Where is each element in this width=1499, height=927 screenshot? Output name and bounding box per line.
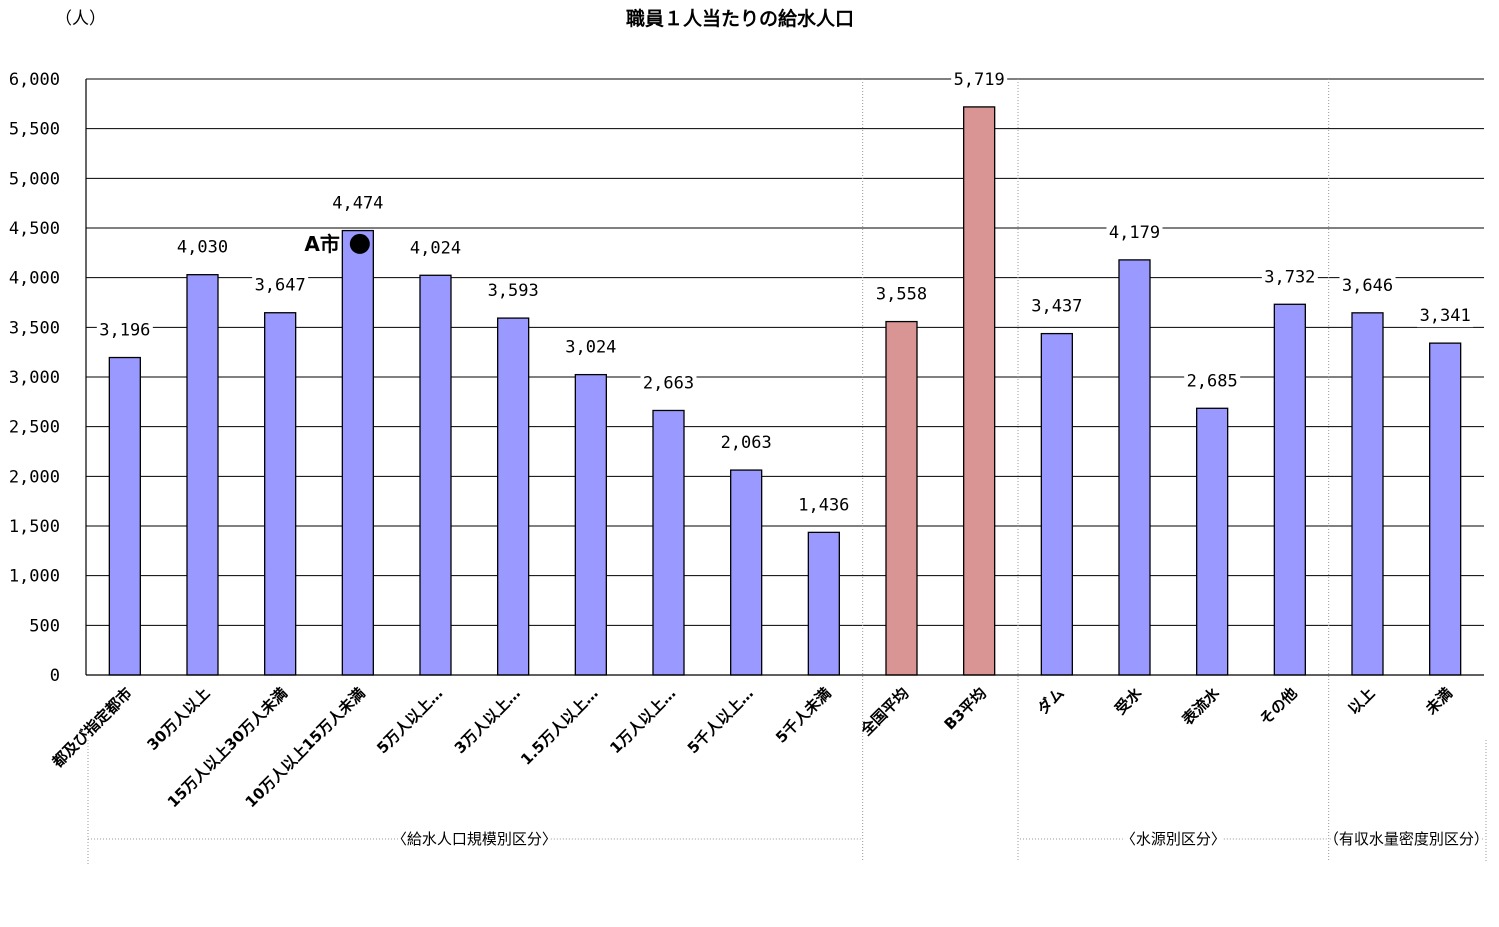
data-label-bg <box>252 274 309 297</box>
data-label: 3,196 <box>99 321 150 341</box>
bar <box>108 356 141 676</box>
bar <box>574 373 607 676</box>
y-tick-label: 5,000 <box>9 169 60 189</box>
bars <box>108 106 1462 676</box>
data-label-bg <box>718 432 775 455</box>
data-label-bg <box>407 237 464 260</box>
data-label: 2,063 <box>721 433 772 453</box>
annotations: A市 <box>304 232 370 256</box>
data-label: 4,179 <box>1109 223 1160 243</box>
bar <box>497 317 530 676</box>
bar <box>885 320 918 676</box>
y-tick-label: 3,000 <box>9 368 60 388</box>
data-label: 4,024 <box>410 238 461 258</box>
data-label: 5,719 <box>954 70 1005 90</box>
y-tick-label: 2,500 <box>9 418 60 438</box>
data-label: 1,436 <box>798 495 849 515</box>
y-tick-label: 1,500 <box>9 517 60 537</box>
annotation-marker <box>349 233 370 254</box>
data-label: 3,593 <box>488 281 539 301</box>
data-label-bg <box>640 372 697 395</box>
data-label: 3,647 <box>255 276 306 296</box>
data-label-bg <box>1261 266 1318 289</box>
data-label-bg <box>1417 305 1474 328</box>
data-label-bg <box>485 280 542 303</box>
y-tick-label: 3,500 <box>9 318 60 338</box>
chart-title: 職員１人当たりの給水人口 <box>626 7 854 30</box>
bar <box>186 274 219 676</box>
y-tick-labels: 0 500 1,000 1,500 2,000 2,500 3,000 3,500 4,000 4… <box>9 70 60 686</box>
y-tick-label: 4,500 <box>9 219 60 239</box>
data-labels: 3,196 4,030 3,647 4,474 4,024 3,593 3,024 2,663… <box>96 68 1474 517</box>
bar <box>652 409 685 676</box>
group-label: （有収水量密度別区分） <box>1324 830 1489 848</box>
data-label: 2,685 <box>1187 371 1238 391</box>
data-label-bg <box>1184 370 1241 393</box>
y-tick-label: 4,000 <box>9 269 60 289</box>
data-label-bg <box>873 283 930 306</box>
data-label-bg <box>329 192 386 215</box>
bar <box>341 229 374 676</box>
data-label: 3,437 <box>1031 297 1082 317</box>
data-label-bg <box>1339 274 1396 297</box>
data-label: 3,341 <box>1420 306 1471 326</box>
bar <box>1351 312 1384 676</box>
y-tick-label: 1,000 <box>9 567 60 587</box>
bar <box>1040 332 1073 676</box>
group-label: 〈水源別区分〉 <box>1121 830 1226 848</box>
bar <box>730 469 763 676</box>
group-label: 〈給水人口規模別区分〉 <box>392 830 557 848</box>
data-label: 3,732 <box>1264 267 1315 287</box>
y-tick-label: 500 <box>29 616 60 636</box>
data-label-bg <box>795 494 852 517</box>
bar <box>807 531 840 676</box>
data-label-bg <box>1106 221 1163 244</box>
data-label: 4,030 <box>177 238 228 258</box>
y-tick-label: 2,000 <box>9 467 60 487</box>
annotation-label: A市 <box>304 232 339 256</box>
group-labels: 〈給水人口規模別区分〉 〈水源別区分〉 （有収水量密度別区分） <box>88 830 1489 848</box>
bar <box>963 106 996 676</box>
bar <box>1118 259 1151 676</box>
y-tick-label: 0 <box>50 666 60 686</box>
data-label: 3,558 <box>876 285 927 305</box>
data-label-bg <box>174 236 231 259</box>
data-label-bg <box>1028 295 1085 318</box>
bar <box>1273 303 1306 676</box>
data-label: 3,646 <box>1342 276 1393 296</box>
bar <box>264 312 297 676</box>
data-label-bg <box>951 68 1008 91</box>
data-label-bg <box>96 319 153 342</box>
data-label-bg <box>562 336 619 359</box>
data-label: 4,474 <box>332 194 383 214</box>
bar <box>1429 342 1462 676</box>
bar <box>1196 407 1229 676</box>
group-separators <box>87 79 1487 866</box>
data-label: 3,024 <box>565 338 616 358</box>
y-tick-label: 6,000 <box>9 70 60 90</box>
gridlines <box>86 78 1484 626</box>
data-label: 2,663 <box>643 373 694 393</box>
bar <box>419 274 452 676</box>
y-unit-label: （人） <box>55 9 106 29</box>
y-tick-label: 5,500 <box>9 120 60 140</box>
